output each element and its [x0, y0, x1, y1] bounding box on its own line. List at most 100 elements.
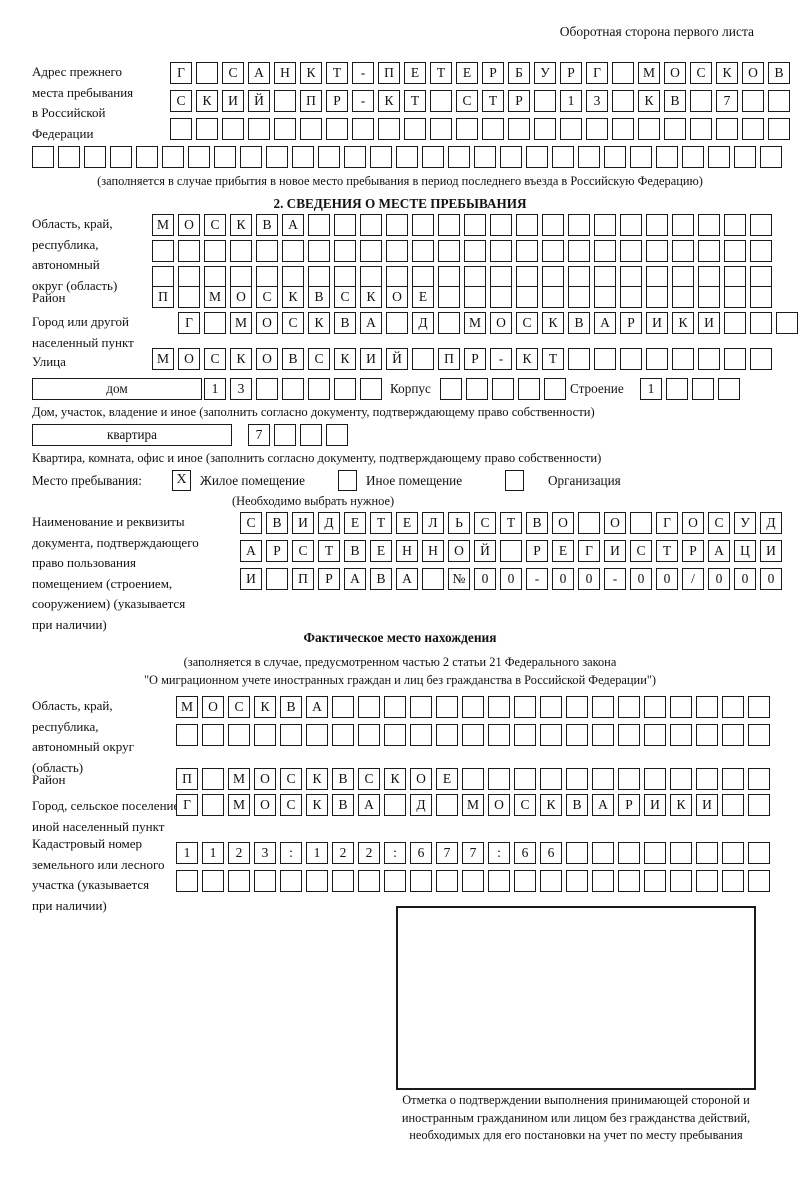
grid-cell[interactable]: У [534, 62, 556, 84]
grid-cell[interactable]: Е [404, 62, 426, 84]
grid-cell[interactable]: Т [430, 62, 452, 84]
grid-cell[interactable]: О [178, 348, 200, 370]
grid-cell[interactable] [462, 870, 484, 892]
grid-cell[interactable] [646, 240, 668, 262]
grid-cell[interactable]: Е [370, 540, 392, 562]
stay-type-checkbox-other[interactable] [338, 470, 357, 491]
grid-cell[interactable]: И [646, 312, 668, 334]
grid-cell[interactable] [542, 286, 564, 308]
grid-cell[interactable] [412, 266, 434, 288]
grid-cell[interactable]: - [352, 90, 374, 112]
grid-cell[interactable]: Т [318, 540, 340, 562]
grid-cell[interactable]: И [696, 794, 718, 816]
grid-cell[interactable] [656, 146, 678, 168]
grid-cell[interactable]: М [228, 768, 250, 790]
grid-cell[interactable]: А [282, 214, 304, 236]
grid-cell[interactable]: О [410, 768, 432, 790]
grid-cell[interactable]: О [604, 512, 626, 534]
grid-cell[interactable] [436, 696, 458, 718]
grid-cell[interactable] [358, 870, 380, 892]
grid-cell[interactable] [568, 348, 590, 370]
grid-cell[interactable] [690, 118, 712, 140]
grid-cell[interactable]: В [566, 794, 588, 816]
grid-cell[interactable] [698, 286, 720, 308]
confirmation-stamp-box[interactable] [396, 906, 756, 1090]
grid-cell[interactable]: 1 [202, 842, 224, 864]
grid-cell[interactable]: О [742, 62, 764, 84]
grid-cell[interactable]: В [664, 90, 686, 112]
grid-cell[interactable] [534, 90, 556, 112]
grid-cell[interactable] [176, 870, 198, 892]
grid-cell[interactable]: В [282, 348, 304, 370]
grid-cell[interactable] [604, 146, 626, 168]
grid-cell[interactable]: К [254, 696, 276, 718]
grid-cell[interactable]: С [708, 512, 730, 534]
grid-cell[interactable] [202, 794, 224, 816]
grid-cell[interactable] [516, 286, 538, 308]
grid-cell[interactable] [334, 240, 356, 262]
grid-cell[interactable]: 6 [514, 842, 536, 864]
grid-cell[interactable] [466, 378, 488, 400]
grid-cell[interactable] [644, 696, 666, 718]
grid-cell[interactable] [280, 870, 302, 892]
grid-cell[interactable]: Т [482, 90, 504, 112]
grid-cell[interactable]: С [282, 312, 304, 334]
grid-cell[interactable]: Р [526, 540, 548, 562]
grid-cell[interactable] [222, 118, 244, 140]
grid-cell[interactable] [280, 724, 302, 746]
grid-cell[interactable] [620, 348, 642, 370]
grid-cell[interactable] [690, 90, 712, 112]
grid-cell[interactable]: Г [578, 540, 600, 562]
grid-cell[interactable] [282, 266, 304, 288]
grid-cell[interactable] [410, 870, 432, 892]
grid-cell[interactable] [750, 348, 772, 370]
grid-cell[interactable] [292, 146, 314, 168]
grid-cell[interactable] [188, 146, 210, 168]
grid-cell[interactable] [646, 214, 668, 236]
grid-cell[interactable]: Р [618, 794, 640, 816]
grid-cell[interactable] [618, 842, 640, 864]
grid-cell[interactable] [594, 266, 616, 288]
prev-address-row-3[interactable] [170, 118, 790, 140]
grid-cell[interactable] [742, 118, 764, 140]
grid-cell[interactable] [430, 90, 452, 112]
grid-cell[interactable]: И [604, 540, 626, 562]
grid-cell[interactable] [696, 696, 718, 718]
grid-cell[interactable] [724, 312, 746, 334]
grid-cell[interactable] [490, 286, 512, 308]
grid-cell[interactable] [384, 794, 406, 816]
grid-cell[interactable]: О [386, 286, 408, 308]
grid-cell[interactable] [488, 696, 510, 718]
grid-cell[interactable] [514, 724, 536, 746]
grid-cell[interactable] [516, 214, 538, 236]
grid-cell[interactable] [644, 768, 666, 790]
grid-cell[interactable] [620, 286, 642, 308]
grid-cell[interactable]: С [170, 90, 192, 112]
grid-cell[interactable]: Н [422, 540, 444, 562]
korpus-cells[interactable] [440, 378, 566, 400]
grid-cell[interactable] [612, 118, 634, 140]
grid-cell[interactable] [228, 870, 250, 892]
grid-cell[interactable] [638, 118, 660, 140]
grid-cell[interactable]: Р [620, 312, 642, 334]
grid-cell[interactable] [724, 266, 746, 288]
grid-cell[interactable] [474, 146, 496, 168]
grid-cell[interactable]: Р [560, 62, 582, 84]
grid-cell[interactable] [422, 146, 444, 168]
grid-cell[interactable]: Г [178, 312, 200, 334]
grid-cell[interactable] [438, 266, 460, 288]
grid-cell[interactable] [592, 696, 614, 718]
grid-cell[interactable]: Т [542, 348, 564, 370]
grid-cell[interactable] [230, 240, 252, 262]
grid-cell[interactable]: К [196, 90, 218, 112]
grid-cell[interactable]: Г [586, 62, 608, 84]
grid-cell[interactable] [618, 724, 640, 746]
grid-cell[interactable] [410, 696, 432, 718]
stay-type-checkbox-residential[interactable]: Х [172, 470, 191, 491]
stroenie-cells[interactable]: 1 [640, 378, 740, 400]
grid-cell[interactable] [110, 146, 132, 168]
